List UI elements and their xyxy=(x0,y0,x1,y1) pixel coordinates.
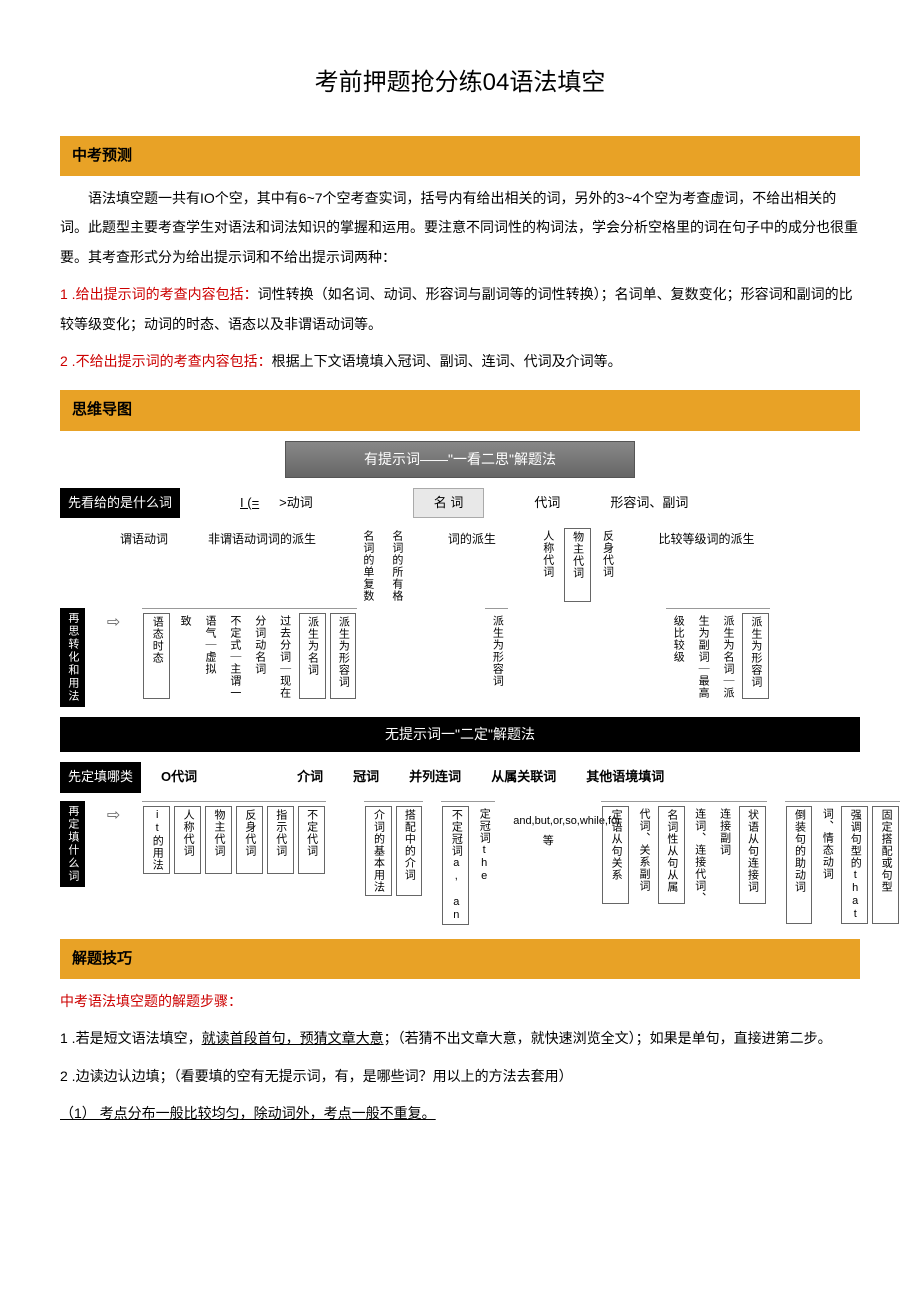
d1-cluster3: 级比较级 生为副词｜最高 派生为名词｜派 派生为形容词 xyxy=(666,608,770,699)
section-header-mindmap: 思维导图 xyxy=(60,390,860,431)
page-title: 考前押题抢分练04语法填空 xyxy=(60,60,860,106)
d2c3-1: 定冠词the xyxy=(473,806,494,925)
tips-p2: 2 .边读边认边填；（看要填的空有无提示词，有，是哪些词？用以上的方法去套用） xyxy=(60,1062,860,1091)
diagram2-header: 无提示词一"二定"解题法 xyxy=(60,717,860,752)
d2c5-3: 固定搭配或句型 xyxy=(872,806,899,924)
d1-r2-h: 反身代词 xyxy=(597,528,618,602)
d1c1-3: 不定式｜主谓一 xyxy=(224,613,245,699)
d2-conj: and,but,or,so,while,for等 xyxy=(513,801,583,853)
tips-header: 中考语法填空题的解题步骤： xyxy=(60,987,860,1016)
diagram1-row1: 先看给的是什么词 I (= >动词 名 词 代词 形容词、副词 xyxy=(60,488,860,519)
d2-top-4: 从属关联词 xyxy=(491,765,556,790)
d1-r2-f: 人称代词 xyxy=(537,528,558,602)
d2-top-5: 其他语境填词 xyxy=(586,765,664,790)
d1-i: I (= xyxy=(240,491,259,516)
d1-pronoun: 代词 xyxy=(534,491,560,516)
section-header-prediction: 中考预测 xyxy=(60,136,860,177)
intro-p3-rest: 根据上下文语境填入冠词、副词、连词、代词及介词等。 xyxy=(272,353,622,369)
tips-p3: （1） 考点分布一般比较均匀，除动词外，考点一般不重复。 xyxy=(60,1099,860,1128)
intro-p3: 2 .不给出提示词的考查内容包括：根据上下文语境填入冠词、副词、连词、代词及介词… xyxy=(60,347,860,376)
d1-r2-e: 词的派生 xyxy=(448,528,496,602)
section-header-tips: 解题技巧 xyxy=(60,939,860,980)
d1-cluster1: 语态时态 致 语气｜虚拟 不定式｜主谓一 分词动名词 过去分词｜现在 派生为名词… xyxy=(142,608,357,699)
d1c1-2: 语气｜虚拟 xyxy=(199,613,220,699)
d2c4-0: 定语从句关系 xyxy=(602,806,629,904)
diagram1-clusters: 再思转化和用法 ⇨ 语态时态 致 语气｜虚拟 不定式｜主谓一 分词动名词 过去分… xyxy=(60,608,860,707)
d1c1-1: 致 xyxy=(174,613,195,699)
d2-top-3: 并列连词 xyxy=(409,765,461,790)
d2c5-0: 倒装句的助动词 xyxy=(786,806,813,924)
d1-r2-a: 谓语动词 xyxy=(120,528,168,602)
d2c4-3: 连词、连接代词、 xyxy=(689,806,710,904)
d1-verb: >动词 xyxy=(279,491,313,516)
d1-r2-d: 名词的所有格 xyxy=(386,528,407,602)
d2-cluster4: 定语从句关系 代词、关系副词 名词性从句从属 连词、连接代词、 连接副词 状语从… xyxy=(601,801,766,904)
d2-top-2: 冠词 xyxy=(353,765,379,790)
d2c1-1: 人称代词 xyxy=(174,806,201,874)
d1c3-2: 派生为名词｜派 xyxy=(717,613,738,699)
d1c3-3: 派生为形容词 xyxy=(742,613,769,699)
d2c5-2: 强调句型的that xyxy=(841,806,868,924)
d1c1-0: 语态时态 xyxy=(143,613,170,699)
d2-left-label: 先定填哪类 xyxy=(60,762,141,793)
arrow-icon: ⇨ xyxy=(107,608,120,638)
d2c1-5: 不定代词 xyxy=(298,806,325,874)
d1c1-5: 过去分词｜现在 xyxy=(274,613,295,699)
d2-cluster5: 倒装句的助动词 词、情态动词 强调句型的that 固定搭配或句型 xyxy=(785,801,901,924)
d1-adj: 形容词、副词 xyxy=(610,491,688,516)
d2c1-2: 物主代词 xyxy=(205,806,232,874)
d2-top-0: O代词 xyxy=(161,765,197,790)
d1-noun: 名 词 xyxy=(413,488,485,519)
d1c2-0: 派生为形容词 xyxy=(486,613,507,687)
d2c1-0: it的用法 xyxy=(143,806,170,874)
d2c3-0: 不定冠词a, an xyxy=(442,806,469,925)
diagram1-header: 有提示词——"一看二思"解题法 xyxy=(285,441,635,478)
d2-cluster1: it的用法 人称代词 物主代词 反身代词 指示代词 不定代词 xyxy=(142,801,325,874)
tips-p1: 1 .若是短文语法填空，就读首段首句，预猜文章大意；（若猜不出文章大意，就快速浏… xyxy=(60,1024,860,1053)
d2c4-2: 名词性从句从属 xyxy=(658,806,685,904)
d1-r2-i: 比较等级词的派生 xyxy=(659,528,755,602)
d2-cluster3: 不定冠词a, an 定冠词the xyxy=(441,801,495,925)
d2c4-1: 代词、关系副词 xyxy=(633,806,654,904)
d1-r2-c: 名词的单复数 xyxy=(357,528,378,602)
intro-p1: 语法填空题一共有IO个空，其中有6~7个空考查实词，括号内有给出相关的词，另外的… xyxy=(60,184,860,272)
d2-top-1: 介词 xyxy=(297,765,323,790)
intro-p3-red: 2 .不给出提示词的考查内容包括： xyxy=(60,353,272,369)
d1c1-7: 派生为形容词 xyxy=(330,613,357,699)
intro-p2: 1 .给出提示词的考查内容包括：词性转换（如名词、动词、形容词与副词等的词性转换… xyxy=(60,280,860,339)
d2-vert-label: 再定填什么词 xyxy=(60,801,85,887)
d2c5-1: 词、情态动词 xyxy=(816,806,837,924)
d2c1-3: 反身代词 xyxy=(236,806,263,874)
d2c2-1: 搭配中的介词 xyxy=(396,806,423,896)
d2c4-4: 连接副词 xyxy=(714,806,735,904)
arrow-icon-2: ⇨ xyxy=(107,801,120,831)
d2c2-0: 介词的基本用法 xyxy=(365,806,392,896)
d1c3-1: 生为副词｜最高 xyxy=(692,613,713,699)
d1-cluster2: 派生为形容词 xyxy=(485,608,508,687)
d1c1-6: 派生为名词 xyxy=(299,613,326,699)
d1-vert-label: 再思转化和用法 xyxy=(60,608,85,707)
d2-cluster2: 介词的基本用法 搭配中的介词 xyxy=(364,801,424,896)
d2c4-5: 状语从句连接词 xyxy=(739,806,766,904)
d2c1-4: 指示代词 xyxy=(267,806,294,874)
tips-p1b: 就读首段首句，预猜文章大意 xyxy=(202,1030,384,1046)
d1-r2-g: 物主代词 xyxy=(564,528,591,602)
d1c1-4: 分词动名词 xyxy=(249,613,270,699)
d1-left-label: 先看给的是什么词 xyxy=(60,488,180,519)
d1c3-0: 级比较级 xyxy=(667,613,688,699)
tips-p1a: 1 .若是短文语法填空， xyxy=(60,1030,202,1046)
tips-p1c: ；（若猜不出文章大意，就快速浏览全文）；如果是单句，直接进第二步。 xyxy=(384,1030,832,1046)
diagram2-toprow: 先定填哪类 O代词 介词 冠词 并列连词 从属关联词 其他语境填词 xyxy=(60,762,860,793)
diagram2-clusters: 再定填什么词 ⇨ it的用法 人称代词 物主代词 反身代词 指示代词 不定代词 … xyxy=(60,801,860,925)
d1-r2-b: 非谓语动词词的派生 xyxy=(208,528,316,602)
diagram1-row2: 谓语动词 非谓语动词词的派生 名词的单复数 名词的所有格 词的派生 人称代词 物… xyxy=(120,528,860,602)
intro-p2-red: 1 .给出提示词的考查内容包括： xyxy=(60,286,258,302)
